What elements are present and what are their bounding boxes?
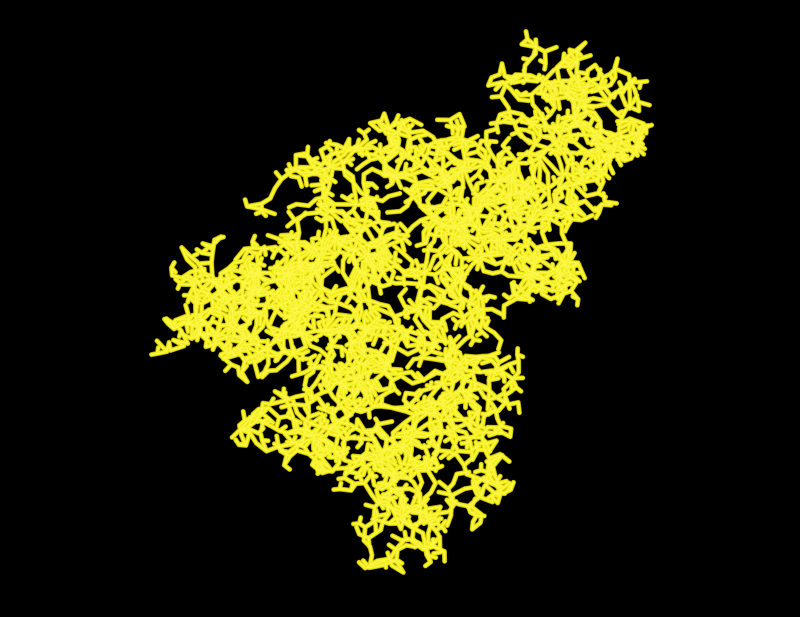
bond-highlight-path xyxy=(150,30,653,573)
bond-highlight-layer xyxy=(150,30,653,573)
